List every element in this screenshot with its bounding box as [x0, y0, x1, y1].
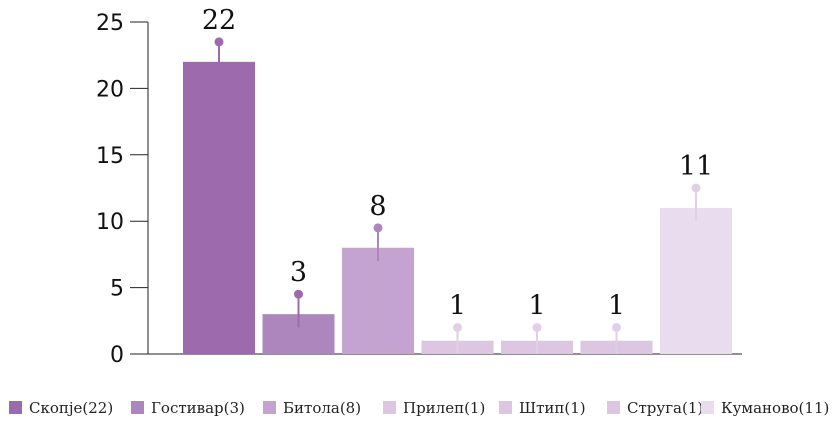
error-bars — [214, 37, 701, 354]
value-label: 22 — [202, 5, 236, 36]
y-tick-label: 20 — [96, 77, 124, 102]
value-label: 1 — [449, 290, 466, 321]
y-tick-label: 25 — [96, 11, 124, 36]
legend-label: Скопје(22) — [29, 399, 113, 417]
value-label: 8 — [369, 191, 386, 222]
legend-label: Гостивар(3) — [151, 399, 245, 417]
y-tick-label: 0 — [110, 343, 124, 368]
error-bar-cap — [532, 322, 542, 332]
legend-label: Битола(8) — [283, 399, 361, 417]
y-tick-label: 10 — [96, 210, 124, 235]
value-label: 1 — [608, 290, 625, 321]
legend-label: Куманово(11) — [721, 399, 829, 417]
bars — [183, 61, 732, 355]
legend: Скопје(22) Гостивар(3) Битола(8) Прилеп(1) Ш… — [9, 399, 829, 417]
legend-swatch — [701, 401, 714, 414]
y-tick-label: 5 — [110, 277, 124, 302]
legend-label: Струга(1) — [627, 399, 703, 417]
error-bar-cap — [453, 322, 462, 332]
legend-label: Прилеп(1) — [403, 399, 485, 417]
error-bar-cap — [373, 223, 383, 233]
bar — [660, 207, 732, 354]
legend-swatch — [499, 401, 512, 414]
error-bar-cap — [612, 322, 621, 332]
y-tick-label: 15 — [96, 144, 124, 169]
error-bar-cap — [214, 37, 224, 47]
value-label: 1 — [528, 290, 545, 321]
legend-swatch — [383, 401, 396, 414]
value-label: 11 — [679, 151, 713, 182]
error-bar-cap — [691, 183, 701, 193]
value-label: 3 — [290, 257, 307, 288]
legend-swatch — [9, 401, 22, 414]
y-axis: 0 5 10 15 20 25 — [96, 11, 742, 368]
legend-swatch — [131, 401, 144, 414]
bar — [183, 61, 255, 355]
legend-label: Штип(1) — [519, 399, 586, 417]
bar — [342, 247, 414, 354]
legend-swatch — [607, 401, 620, 414]
legend-swatch — [263, 401, 276, 414]
error-bar-cap — [294, 289, 303, 299]
